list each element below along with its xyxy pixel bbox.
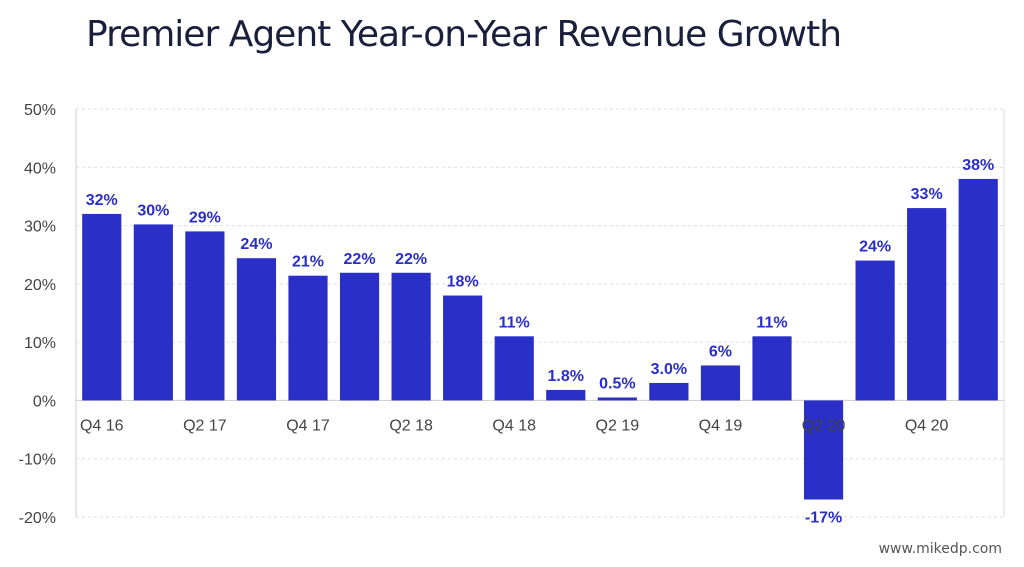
data-label: 11% — [499, 314, 530, 331]
y-axis-ticks: 50% 40% 30% 20% 10% 0% -10% -20% — [19, 102, 56, 527]
chart-title: Premier Agent Year-on-Year Revenue Growt… — [86, 14, 842, 55]
x-tick-label: Q4 16 — [80, 417, 124, 434]
bar — [546, 389, 586, 401]
bar — [649, 382, 689, 401]
bar — [391, 272, 431, 401]
y-tick-label: 0% — [33, 393, 56, 410]
x-axis-ticks: Q4 16 Q2 17 Q4 17 Q2 18 Q4 18 Q2 19 Q4 19 Q2 20… — [80, 417, 949, 434]
data-label: 22% — [344, 251, 376, 268]
x-tick-label: Q2 20 — [802, 417, 846, 434]
data-label: 29% — [189, 209, 221, 226]
gridlines — [75, 108, 1005, 518]
x-tick-label: Q2 18 — [389, 417, 433, 434]
bar — [82, 213, 122, 401]
data-label: 21% — [292, 254, 324, 271]
source-credit: www.mikedp.com — [878, 541, 1002, 557]
data-label: 32% — [86, 192, 118, 209]
y-tick-label: 40% — [24, 160, 56, 177]
data-label: 30% — [137, 202, 169, 219]
bar — [855, 260, 895, 401]
y-tick-label: -10% — [19, 452, 56, 469]
x-tick-label: Q4 19 — [699, 417, 743, 434]
data-label: 38% — [962, 157, 994, 174]
data-label: 24% — [859, 239, 891, 256]
bars — [82, 178, 998, 500]
y-tick-label: -20% — [19, 510, 56, 527]
x-tick-label: Q2 17 — [183, 417, 227, 434]
bar — [752, 336, 792, 401]
bar — [339, 272, 380, 401]
data-label: 18% — [447, 274, 479, 291]
y-tick-label: 20% — [24, 277, 56, 294]
data-label: 11% — [756, 314, 787, 331]
bar — [907, 208, 947, 401]
data-label: 33% — [911, 186, 943, 203]
y-tick-label: 30% — [24, 219, 56, 236]
data-label: 22% — [395, 251, 427, 268]
data-labels: 32% 30% 29% 24% 21% 22% 22% 18% 11% 1.8% 0.5% 3.0% 6… — [86, 157, 994, 527]
x-tick-label: Q4 20 — [905, 417, 949, 434]
data-label: 3.0% — [651, 361, 687, 378]
y-tick-label: 10% — [24, 335, 56, 352]
data-label: 0.5% — [599, 376, 635, 393]
data-label: 24% — [240, 236, 272, 253]
x-tick-label: Q4 17 — [286, 417, 330, 434]
bar — [443, 295, 483, 401]
bar — [958, 178, 998, 401]
bar — [236, 258, 277, 401]
bar — [597, 397, 637, 401]
x-tick-label: Q4 18 — [492, 417, 536, 434]
bar — [494, 336, 534, 401]
bar — [133, 224, 173, 401]
data-label: 6% — [709, 343, 732, 360]
data-label: 1.8% — [548, 368, 584, 385]
y-tick-label: 50% — [24, 102, 56, 119]
data-label: -17% — [805, 510, 842, 527]
bar — [185, 231, 225, 401]
bar — [288, 275, 328, 401]
x-tick-label: Q2 19 — [596, 417, 640, 434]
bar — [700, 365, 741, 401]
bar — [803, 400, 844, 500]
